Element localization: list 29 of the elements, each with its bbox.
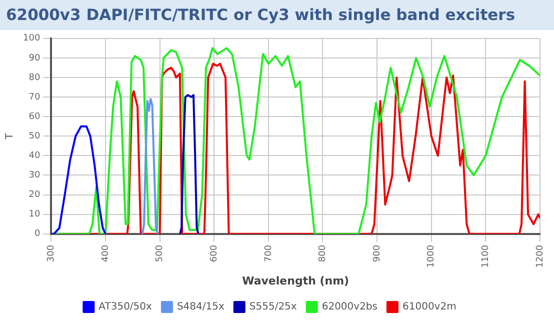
legend-label: 61000v2m: [402, 302, 456, 313]
x-axis-title: Wavelength (nm): [242, 274, 350, 288]
legend-label: S484/15x: [176, 302, 224, 313]
x-tick-label: 1200: [535, 244, 546, 268]
y-tick-label: 90: [28, 53, 40, 64]
x-tick-label: 1100: [481, 244, 492, 268]
legend-label: 62000v2bs: [322, 302, 378, 313]
x-tick-label: 900: [372, 244, 382, 262]
y-tick-label: 30: [28, 170, 40, 181]
y-tick-label: 60: [28, 112, 40, 122]
x-tick-label: 700: [264, 244, 274, 262]
chart-title: 62000v3 DAPI/FITC/TRITC or Cy3 with single band exciters: [0, 0, 554, 30]
legend-label: S555/25x: [249, 302, 297, 313]
y-tick-label: 10: [28, 210, 40, 220]
y-axis-title: T: [4, 132, 16, 140]
y-tick-label: 0: [34, 229, 40, 240]
legend-label: AT350/50x: [98, 302, 152, 313]
x-tick-label: 300: [46, 244, 57, 262]
y-tick-label: 40: [28, 151, 40, 162]
y-tick-label: 20: [28, 190, 40, 200]
x-tick-label: 600: [209, 244, 220, 262]
x-tick-label: 800: [318, 244, 328, 262]
x-tick-label: 1000: [426, 244, 437, 268]
y-tick-label: 100: [22, 34, 40, 44]
y-tick-label: 70: [28, 92, 40, 102]
x-tick-label: 500: [155, 244, 166, 262]
x-tick-label: 400: [100, 244, 111, 262]
y-tick-label: 80: [28, 72, 40, 83]
y-tick-label: 50: [28, 131, 40, 142]
